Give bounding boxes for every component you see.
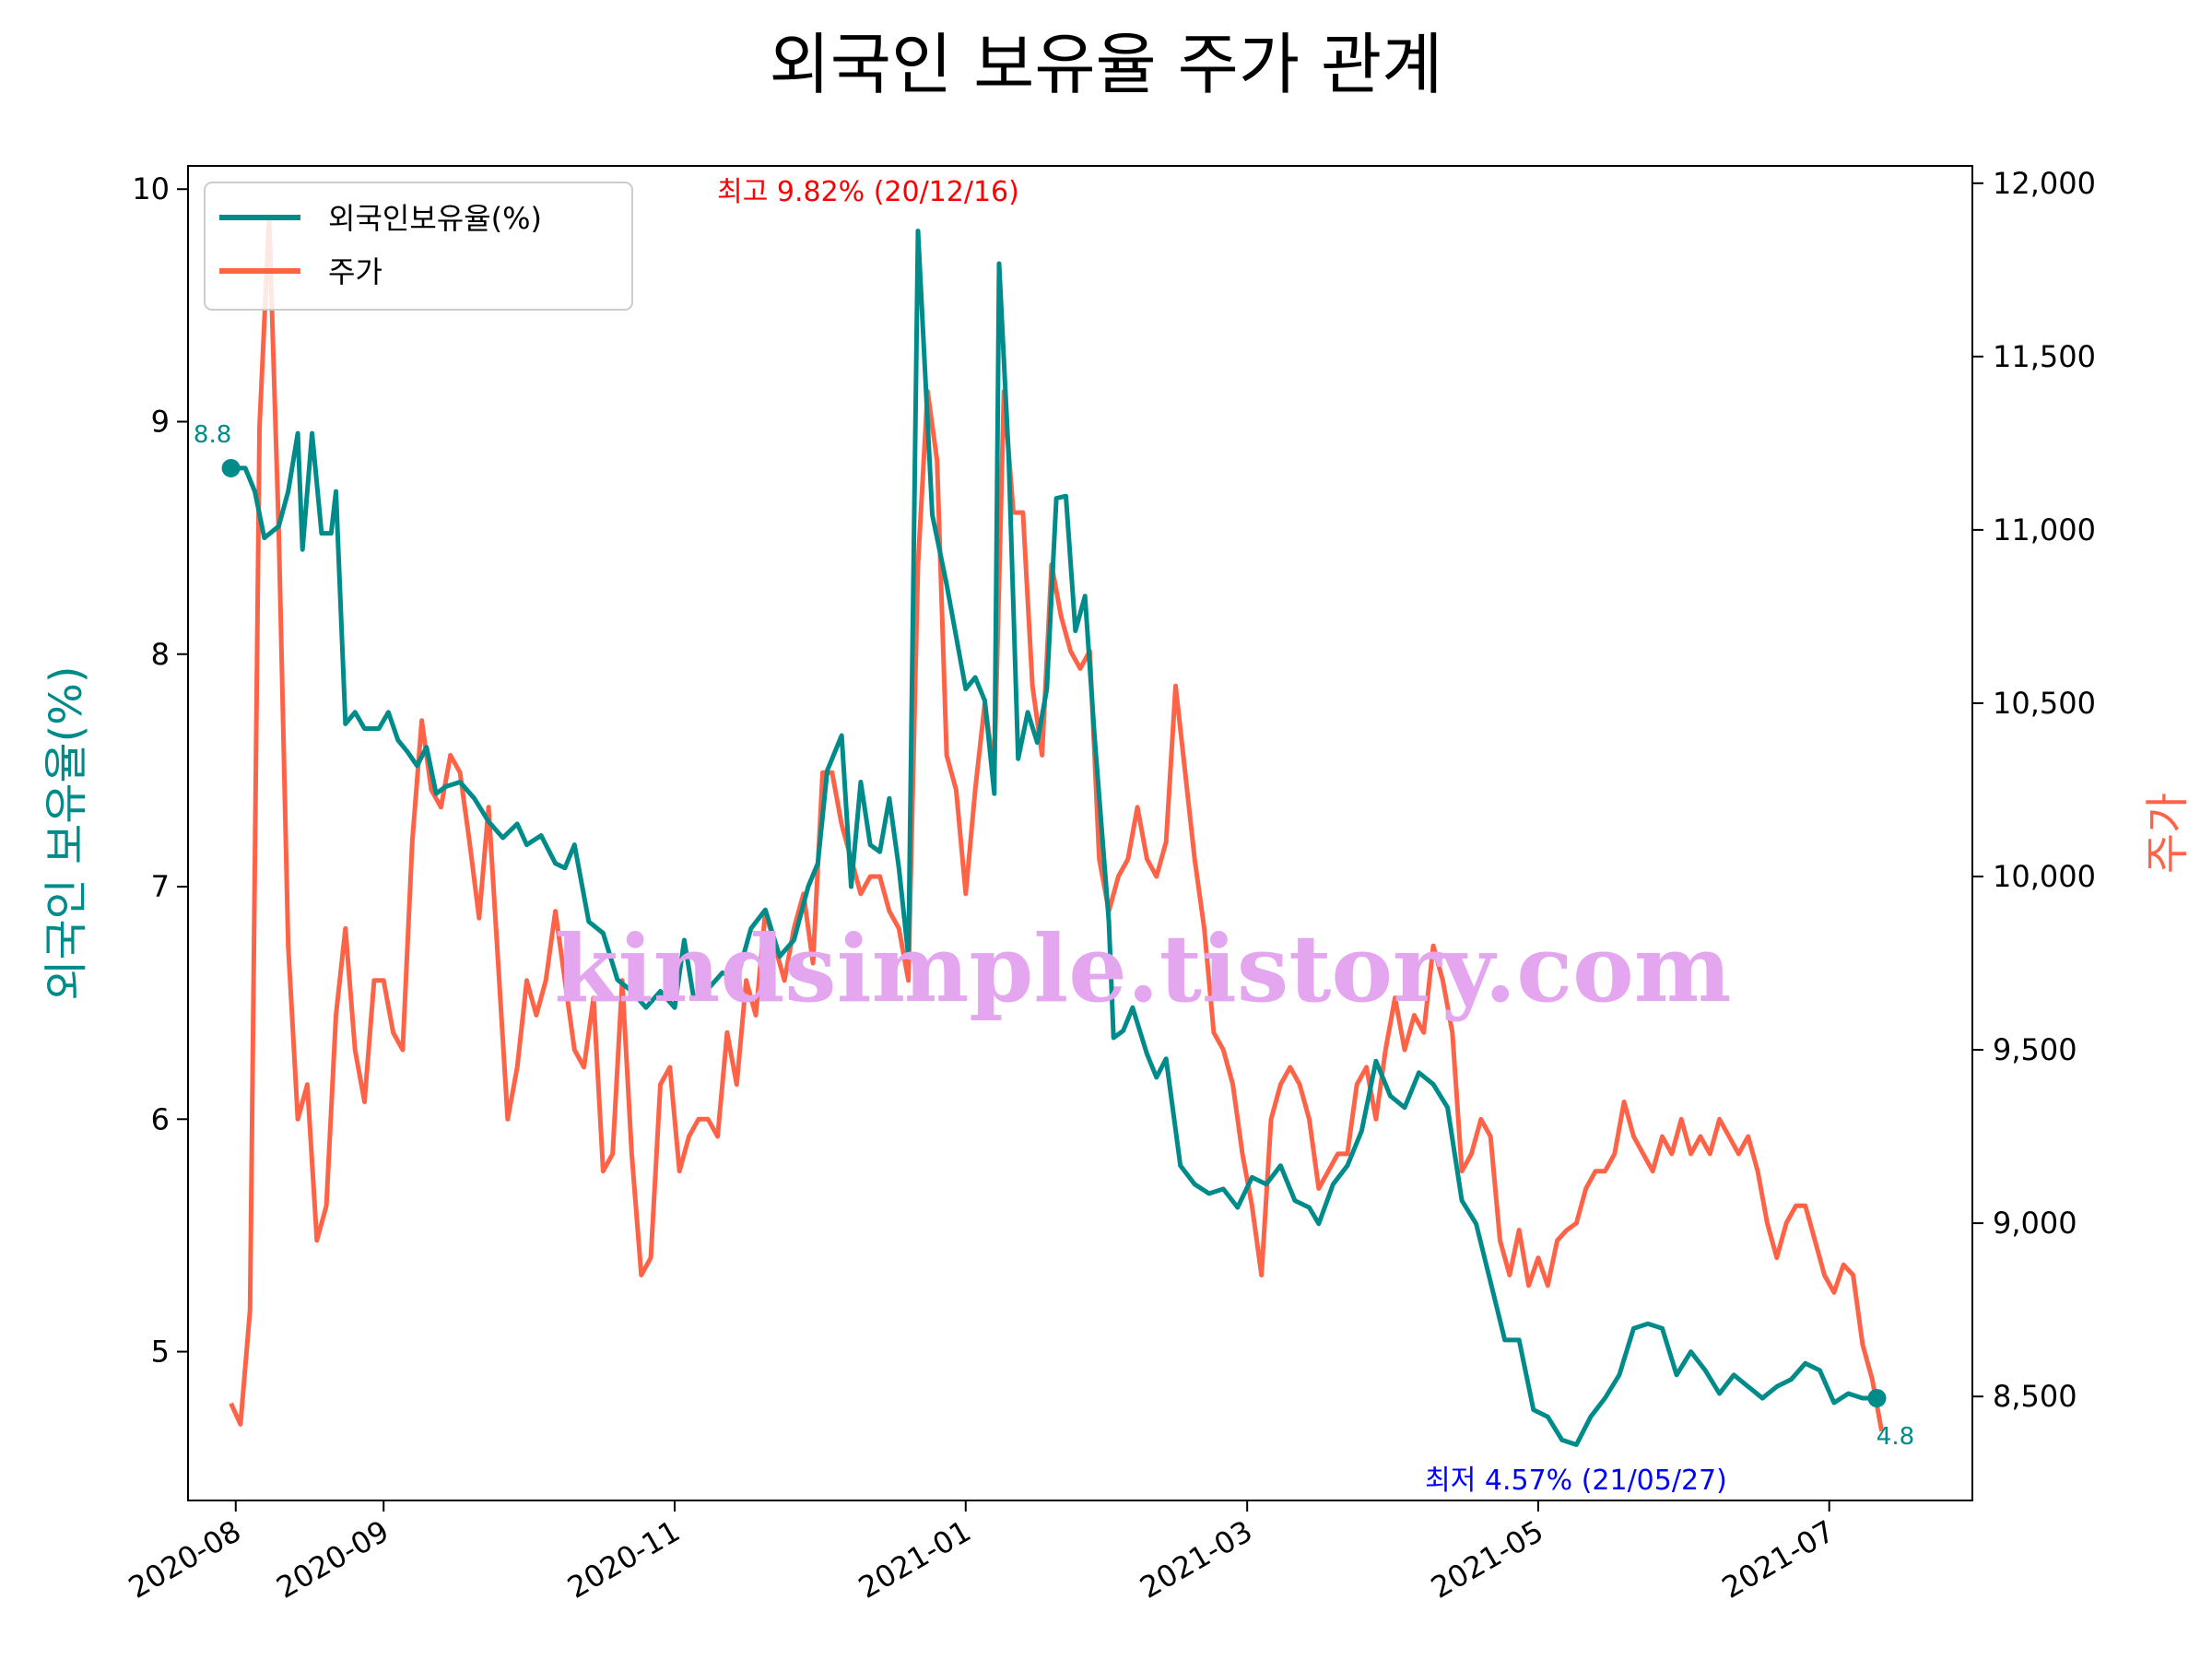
y-tick-label-left: 7: [151, 869, 170, 904]
min-annotation: 최저 4.57% (21/05/27): [1425, 1465, 1727, 1497]
y-tick-label-right: 10,500: [1993, 686, 2096, 721]
legend: 외국인보유율(%) 주가: [204, 182, 633, 311]
y-tick-label-right: 10,000: [1993, 859, 2096, 894]
y-tick-label-right: 8,500: [1993, 1379, 2077, 1414]
end-value-label: 4.8: [1877, 1423, 1914, 1451]
y-tick-label-left: 8: [151, 637, 170, 672]
legend-label-foreign: 외국인보유율(%): [328, 201, 542, 236]
chart-title: 외국인 보유율 주가 관계: [769, 26, 1442, 103]
y-tick-label-right: 12,000: [1993, 166, 2096, 201]
y-tick-label-right: 9,000: [1993, 1206, 2077, 1241]
y-tick-label-right: 9,500: [1993, 1032, 2077, 1067]
y-tick-label-left: 9: [151, 404, 170, 439]
y-tick-label-left: 5: [151, 1335, 170, 1370]
y-tick-label-right: 11,000: [1993, 512, 2096, 547]
plot-frame: [187, 165, 1973, 1501]
y-axis-title-right: 주가: [2142, 793, 2194, 874]
start-value-label: 8.8: [194, 421, 231, 449]
start-marker: [221, 458, 241, 477]
legend-frame: [204, 182, 633, 311]
y-axis-left: 5 6 7 8 9 10: [132, 171, 188, 1370]
watermark: kindsimple.tistory.com: [554, 914, 1731, 1023]
y-axis-title-left: 외국인 보유율(%): [41, 665, 92, 1000]
y-tick-label-left: 10: [132, 171, 170, 206]
series-line-price: [229, 215, 1885, 1432]
legend-label-price: 주가: [328, 254, 382, 289]
max-annotation: 최고 9.82% (20/12/16): [717, 176, 1019, 208]
y-tick-label-left: 6: [151, 1101, 170, 1136]
end-marker: [1867, 1389, 1887, 1408]
y-tick-label-right: 11,500: [1993, 339, 2096, 374]
y-axis-right: 8,500 9,000 9,500 10,000 10,500 11,000 11,500 1…: [1972, 166, 2096, 1414]
series-line-foreign: [230, 229, 1877, 1447]
